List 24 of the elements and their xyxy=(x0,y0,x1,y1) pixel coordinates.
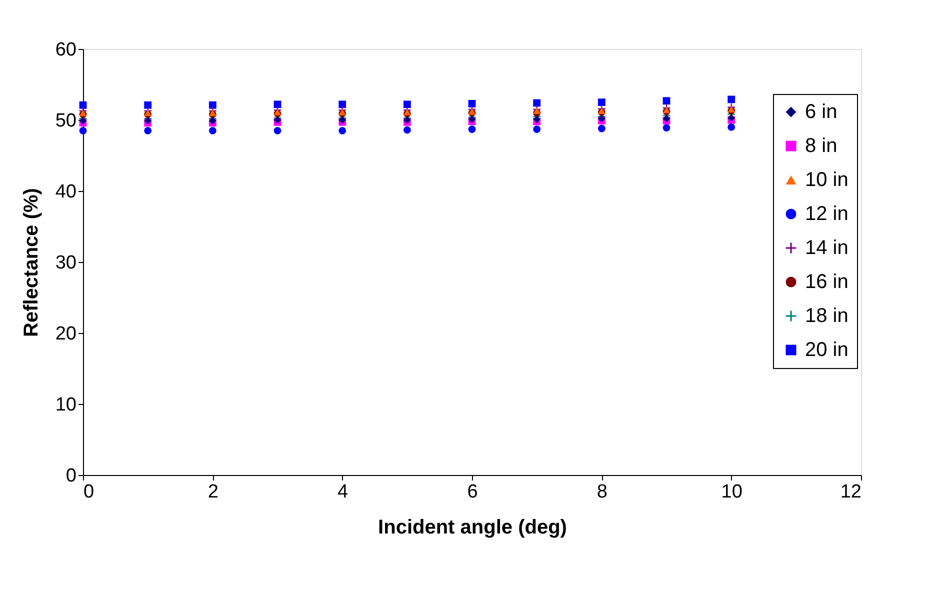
y-tick-label: 30 xyxy=(55,252,76,274)
y-axis-title: Reflectance (%) xyxy=(20,188,42,337)
legend-label: 8 in xyxy=(805,135,838,157)
x-tick-label: 12 xyxy=(840,482,862,502)
x-tick-label: 4 xyxy=(338,482,349,502)
x-tick-label: 2 xyxy=(208,482,218,502)
y-tick-label: 0 xyxy=(66,466,76,486)
x-tick-label: 6 xyxy=(467,482,478,502)
y-tick-label: 40 xyxy=(55,182,76,202)
x-tick-label: 0 xyxy=(84,482,94,502)
legend-label: 14 in xyxy=(805,237,848,259)
legend-label: 16 in xyxy=(805,271,848,293)
legend-label: 18 in xyxy=(805,305,848,327)
legend-label: 20 in xyxy=(805,339,848,361)
x-tick-label: 8 xyxy=(596,482,608,502)
y-tick-label: 20 xyxy=(55,324,76,344)
legend-label: 6 in xyxy=(805,101,838,123)
y-tick-label: 10 xyxy=(55,394,76,416)
legend-label: 12 in xyxy=(805,203,848,225)
y-tick-label: 60 xyxy=(55,40,76,60)
x-axis-title: Incident angle (deg) xyxy=(378,516,567,538)
x-tick-label: 10 xyxy=(721,482,742,502)
y-tick-label: 50 xyxy=(55,110,76,132)
legend-label: 10 in xyxy=(805,169,848,191)
